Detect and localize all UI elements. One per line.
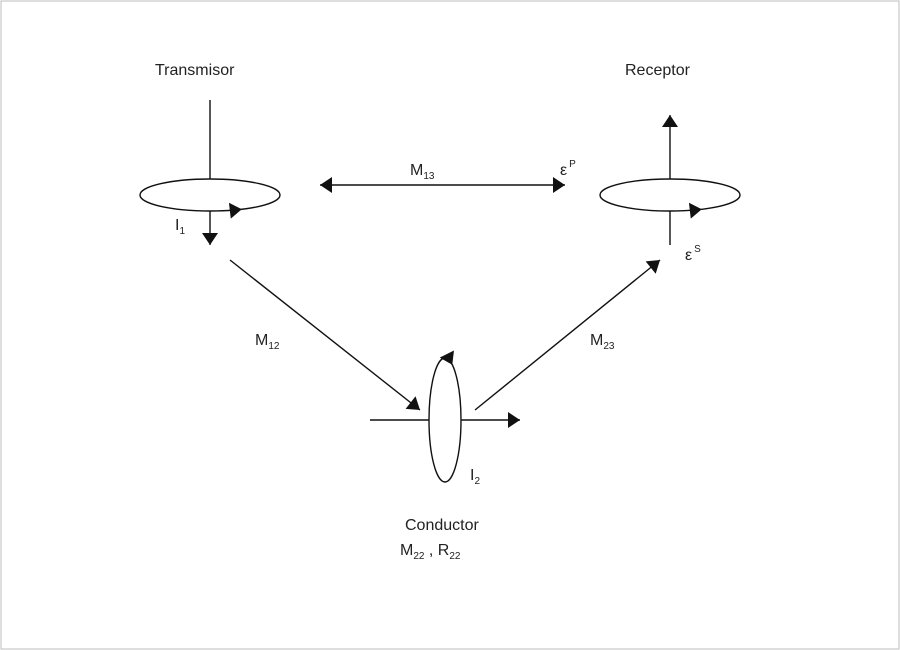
label-transmisor: Transmisor xyxy=(155,62,235,79)
label-conductor: Conductor xyxy=(405,517,479,534)
label-receptor: Receptor xyxy=(625,62,691,79)
